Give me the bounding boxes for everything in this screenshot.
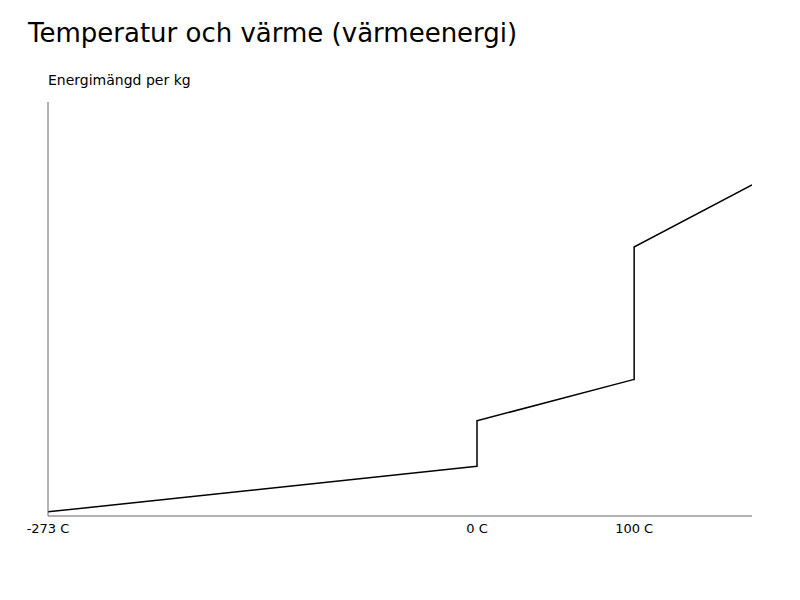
html-text:Energimängd per kg: Energimängd per kg (48, 72, 191, 88)
svg-text:0 C: 0 C (466, 521, 487, 536)
html-text:Temperatur och värme (värmeene: Temperatur och värme (värmeenergi) (28, 18, 518, 48)
svg-text:-273 C: -273 C (27, 521, 70, 536)
svg-text:100 C: 100 C (615, 521, 653, 536)
